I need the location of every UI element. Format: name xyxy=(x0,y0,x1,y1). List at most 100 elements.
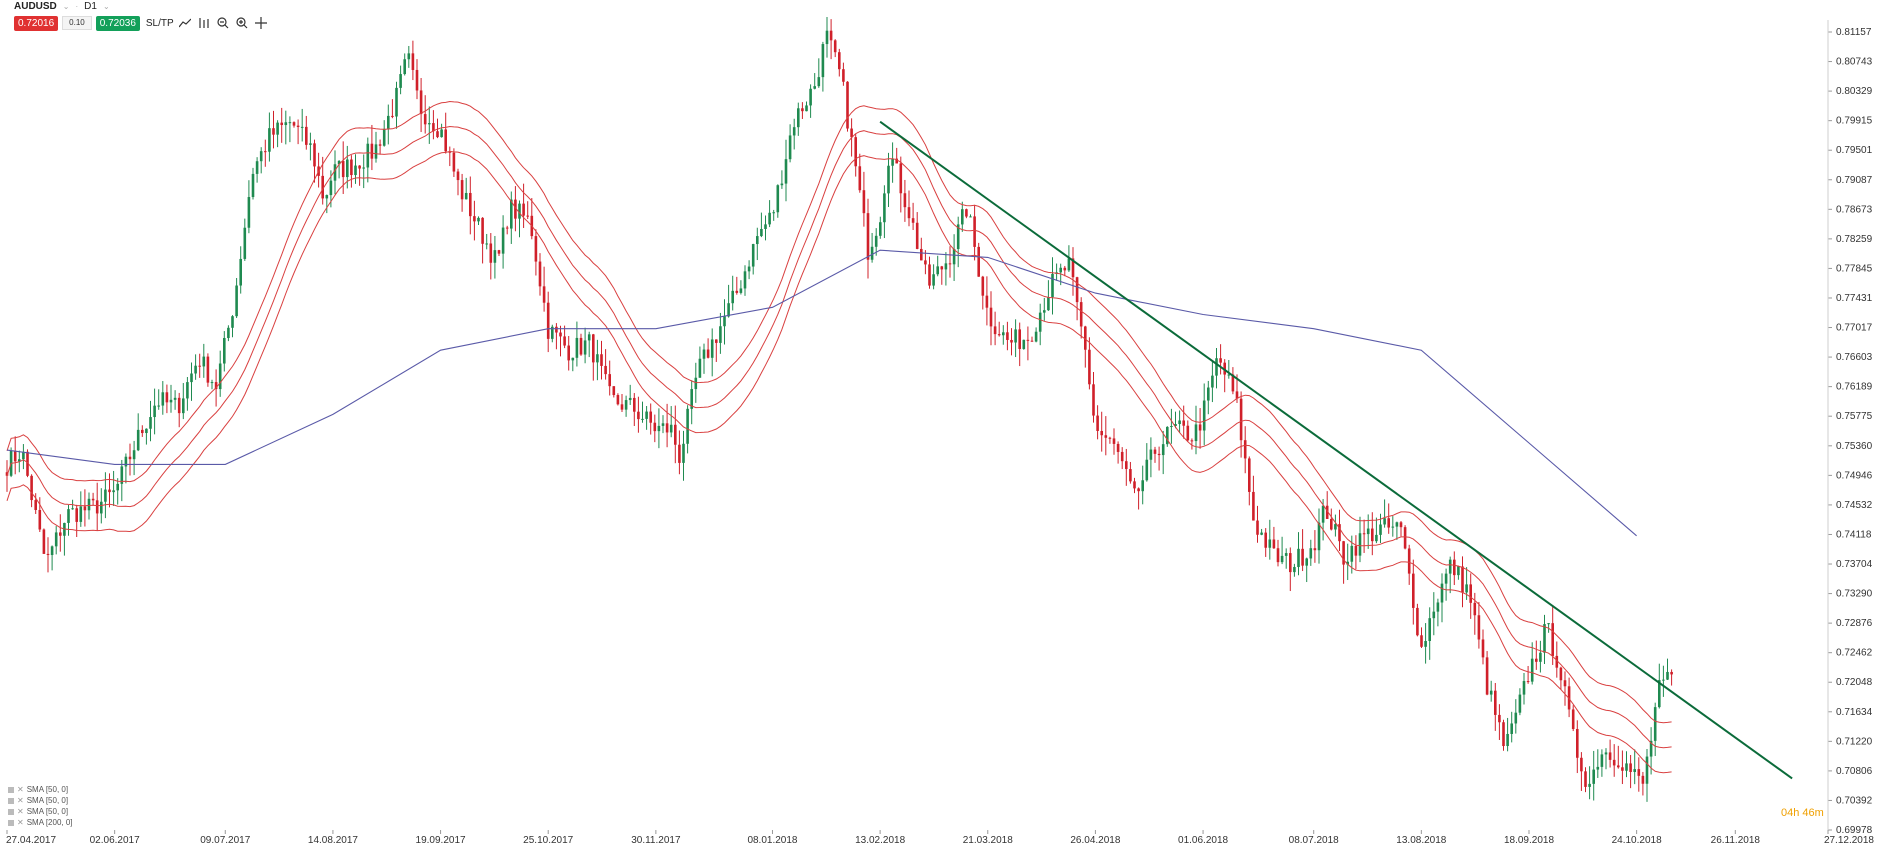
candle-body xyxy=(1182,420,1185,426)
candle-body xyxy=(866,213,870,260)
candle-body xyxy=(1354,545,1358,556)
candle-body xyxy=(1584,771,1587,787)
candle-body xyxy=(587,334,591,341)
candle-body xyxy=(194,365,197,374)
candle-body xyxy=(1444,573,1448,584)
candle-body xyxy=(969,216,972,218)
candle-body xyxy=(1178,420,1181,425)
candle-body xyxy=(1453,559,1456,576)
candle-body xyxy=(202,356,206,367)
candle-body xyxy=(809,88,812,106)
y-tick-label: 0.79915 xyxy=(1836,116,1873,127)
candle-body xyxy=(1235,391,1239,399)
candle-body xyxy=(1407,548,1411,574)
candle-body xyxy=(387,115,390,129)
zoom-in-icon[interactable] xyxy=(235,16,250,30)
candle-body xyxy=(149,417,152,429)
indicator-settings-icon[interactable] xyxy=(8,786,14,793)
candle-body xyxy=(1022,339,1026,349)
indicator-settings-icon[interactable] xyxy=(8,819,14,826)
candle-body xyxy=(235,285,238,317)
candle-body xyxy=(1637,769,1641,776)
candle-body xyxy=(1248,458,1251,492)
candle-body xyxy=(1276,548,1280,563)
candle-body xyxy=(354,165,357,176)
indicator-settings-icon[interactable] xyxy=(8,808,14,815)
x-tick-label: 26.11.2018 xyxy=(1711,835,1761,845)
candle-body xyxy=(715,339,718,343)
remove-indicator-icon[interactable]: ✕ xyxy=(17,796,24,805)
candle-body xyxy=(1432,611,1436,619)
candle-body xyxy=(719,326,722,343)
candle-body xyxy=(206,356,210,383)
candle-body xyxy=(218,363,222,390)
candle-body xyxy=(862,190,866,214)
candle-body xyxy=(1330,518,1333,530)
symbol-label[interactable]: AUDUSD xyxy=(14,0,57,12)
remove-indicator-icon[interactable]: ✕ xyxy=(17,807,24,816)
candle-body xyxy=(661,423,665,426)
candle-body xyxy=(579,337,583,355)
candle-body xyxy=(243,227,247,259)
sltp-button[interactable]: SL/TP xyxy=(145,17,174,29)
candle-body xyxy=(1096,415,1099,431)
candle-body xyxy=(997,334,1001,336)
sell-button[interactable]: 0.72016 xyxy=(14,15,59,31)
candle-body xyxy=(944,263,948,270)
candle-body xyxy=(518,203,521,219)
candle-body xyxy=(321,175,324,199)
candle-body xyxy=(1461,566,1464,593)
legend-item[interactable]: ✕ SMA [50, 0] xyxy=(8,795,73,806)
x-tick-label: 27.12.2018 xyxy=(1824,835,1874,845)
candle-body xyxy=(1477,615,1481,640)
remove-indicator-icon[interactable]: ✕ xyxy=(17,785,24,794)
x-tick-label: 18.09.2018 xyxy=(1504,835,1554,845)
candle-body xyxy=(415,69,419,91)
candle-body xyxy=(903,193,907,208)
lot-size-input[interactable]: 0.10 xyxy=(62,16,92,30)
candle-body xyxy=(1219,358,1222,363)
candle-body xyxy=(1079,302,1083,327)
remove-indicator-icon[interactable]: ✕ xyxy=(17,818,24,827)
candle-body xyxy=(1506,733,1509,747)
y-tick-label: 0.72462 xyxy=(1836,648,1873,659)
legend-item[interactable]: ✕ SMA [50, 0] xyxy=(8,784,73,795)
candle-body xyxy=(842,69,845,82)
candle-body xyxy=(1186,425,1190,441)
candle-body xyxy=(436,131,439,138)
candle-body xyxy=(1317,522,1321,551)
symbol-dropdown-icon[interactable]: ⌄ xyxy=(62,1,70,11)
candle-body xyxy=(1350,545,1354,562)
candle-body xyxy=(1420,635,1423,647)
candle-body xyxy=(497,250,501,254)
legend-item[interactable]: ✕ SMA [50, 0] xyxy=(8,806,73,817)
candle-body xyxy=(723,316,726,327)
candle-body xyxy=(1494,690,1497,715)
candle-body xyxy=(13,450,17,462)
candle-body xyxy=(1375,534,1378,542)
candle-body xyxy=(210,382,214,384)
line-chart-icon[interactable] xyxy=(178,16,193,30)
candle-body xyxy=(1161,444,1165,456)
candle-body xyxy=(649,411,652,423)
candle-body xyxy=(731,290,734,304)
crosshair-icon[interactable] xyxy=(254,16,269,30)
indicators-icon[interactable] xyxy=(197,16,212,30)
candle-body xyxy=(973,216,976,247)
candle-body xyxy=(1018,329,1021,349)
candle-body xyxy=(879,222,882,236)
candle-body xyxy=(30,475,33,501)
candle-body xyxy=(747,266,751,272)
legend-item[interactable]: ✕ SMA [200, 0] xyxy=(8,817,73,828)
y-tick-label: 0.80329 xyxy=(1836,86,1873,97)
candle-body xyxy=(280,122,283,126)
zoom-out-icon[interactable] xyxy=(216,16,231,30)
buy-button[interactable]: 0.72036 xyxy=(95,15,140,31)
candle-body xyxy=(67,509,70,523)
indicator-settings-icon[interactable] xyxy=(8,797,14,804)
candle-body xyxy=(756,236,759,245)
x-tick-label: 26.04.2018 xyxy=(1070,835,1120,845)
timeframe-label[interactable]: D1 xyxy=(84,0,97,12)
timeframe-dropdown-icon[interactable]: ⌄ xyxy=(102,1,110,11)
